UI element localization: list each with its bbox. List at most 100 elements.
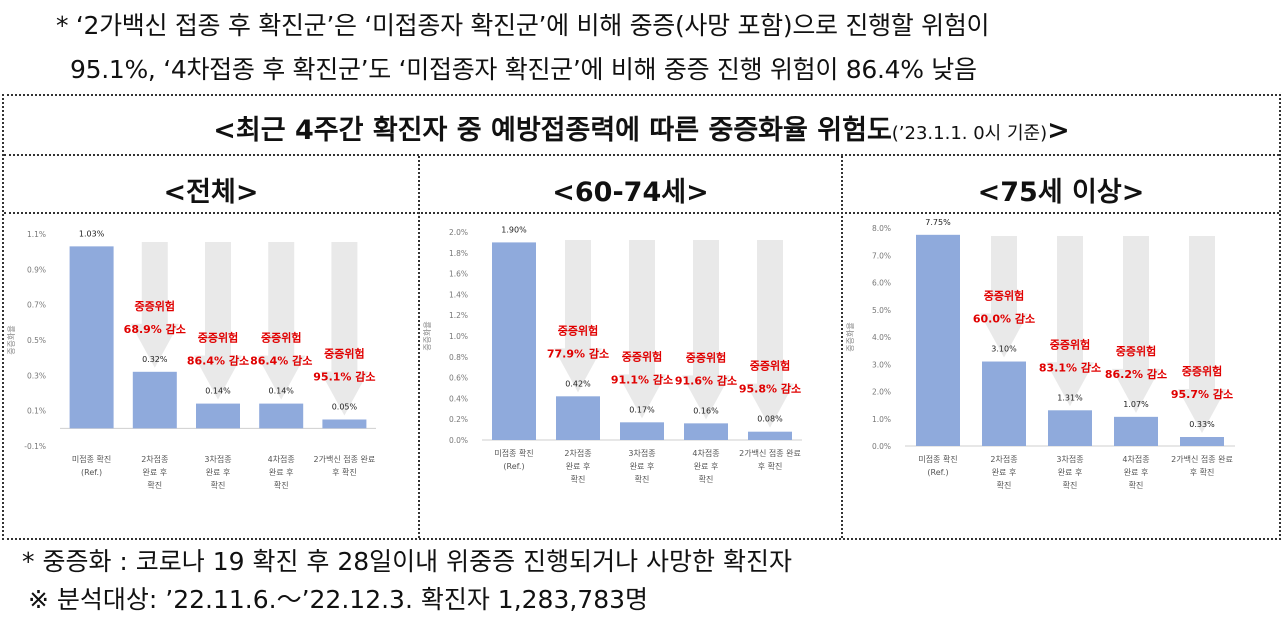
category-label: 완료 후 <box>992 468 1017 477</box>
y-axis-label: 중증화율 <box>7 325 16 354</box>
category-label: 미접종 확진 <box>72 454 111 464</box>
risk-reduction-label: 중증위험 <box>984 289 1024 303</box>
y-tick-label: 2.0% <box>449 228 468 237</box>
category-label: 2차접종 <box>141 454 168 464</box>
y-tick-label: 0.6% <box>449 374 468 383</box>
y-tick-label: 8.0% <box>872 224 891 233</box>
value-label: 0.33% <box>1189 420 1215 429</box>
category-label: (Ref.) <box>81 468 102 477</box>
bar <box>69 246 114 429</box>
category-label: 2차접종 <box>564 448 591 458</box>
y-tick-label: 6.0% <box>872 279 891 288</box>
panel-title-75-plus: <75세 이상> <box>977 177 1145 208</box>
reduction-arrow <box>554 240 602 393</box>
risk-reduction-label: 중증위험 <box>622 349 662 363</box>
y-tick-label: 7.0% <box>872 251 891 260</box>
risk-reduction-label: 60.0% 감소 <box>973 312 1035 326</box>
y-tick-label: 2.0% <box>872 388 891 397</box>
category-label: (Ref.) <box>503 462 524 471</box>
y-tick-label: 0.9% <box>27 265 46 274</box>
y-tick-label: -0.1% <box>24 442 46 451</box>
reduction-arrow <box>1178 236 1226 434</box>
y-tick-label: 4.0% <box>872 333 891 342</box>
value-label: 0.14% <box>205 387 231 396</box>
y-axis-label: 중증화율 <box>846 322 855 351</box>
risk-reduction-label: 중증위험 <box>1116 344 1156 358</box>
summary-note-line-2: 95.1%, ‘4차접종 후 확진군’도 ‘미접종자 확진군’에 비해 중증 진… <box>70 55 977 84</box>
value-label: 0.16% <box>693 406 719 415</box>
y-tick-label: 1.1% <box>27 230 46 239</box>
bar <box>322 419 367 429</box>
main-title-date: (’23.1.1. 0시 기준) <box>891 123 1048 144</box>
y-tick-label: 1.0% <box>449 332 468 341</box>
panel-divider-2 <box>841 156 843 538</box>
y-tick-label: 3.0% <box>872 360 891 369</box>
risk-reduction-label: 중증위험 <box>750 359 790 373</box>
category-label: 2가백신 접종 완료 <box>739 448 801 458</box>
category-label: 확진 <box>699 474 714 484</box>
value-label: 0.17% <box>629 405 655 414</box>
category-label: 완료 후 <box>630 462 655 471</box>
category-label: 완료 후 <box>1124 468 1149 477</box>
category-label: 4차접종 <box>692 448 719 458</box>
bar <box>196 403 240 429</box>
reduction-arrow <box>746 240 794 428</box>
category-label: 후 확진 <box>758 461 783 471</box>
category-label: 후 확진 <box>1190 467 1215 477</box>
y-tick-label: 0.3% <box>27 371 46 380</box>
bar <box>1180 437 1224 446</box>
y-tick-label: 0.8% <box>449 353 468 362</box>
bar <box>1114 416 1158 446</box>
title-divider <box>4 154 1279 156</box>
chart-all: 중증화율 1.1% 0.9% 0.7% 0.5% 0.3% 0.1% -0.1% 1.03% 미접… <box>7 229 376 490</box>
category-label: 3차접종 <box>204 454 231 464</box>
value-label: 0.05% <box>332 403 358 412</box>
risk-reduction-label: 중증위험 <box>324 347 364 361</box>
y-tick-label: 0.0% <box>449 436 468 445</box>
reduction-arrow <box>320 242 369 416</box>
risk-reduction-label: 91.1% 감소 <box>611 372 673 386</box>
category-label: 확진 <box>635 474 650 484</box>
risk-reduction-label: 95.8% 감소 <box>739 382 801 396</box>
category-label: 2가백신 접종 완료 <box>314 454 376 464</box>
category-label: 완료 후 <box>694 462 719 471</box>
bar <box>492 242 536 440</box>
panel-title-60-74: <60-74세> <box>552 177 709 208</box>
y-tick-label: 1.6% <box>449 270 468 279</box>
y-tick-label: 0.1% <box>27 407 46 416</box>
bar <box>684 423 728 440</box>
reduction-arrow <box>682 240 730 420</box>
main-title: <최근 4주간 확진자 중 예방접종력에 따른 중증화율 위험도(’23.1.1… <box>4 108 1279 147</box>
risk-reduction-label: 중증위험 <box>558 323 598 337</box>
panel-title-all: <전체> <box>163 177 259 208</box>
y-tick-label: 0.7% <box>27 301 46 310</box>
y-tick-label: 0.5% <box>27 336 46 345</box>
category-label: 4차접종 <box>268 454 295 464</box>
y-axis-label: 중증화율 <box>423 321 432 350</box>
reduction-arrow <box>130 242 179 368</box>
y-tick-label: 1.0% <box>872 415 891 424</box>
risk-reduction-label: 77.9% 감소 <box>547 346 609 360</box>
category-label: 확진 <box>147 480 162 490</box>
bar <box>620 422 664 440</box>
chart-60-74: 중증화율 2.0% 1.8% 1.6% 1.4% 1.2% 1.0% 0.8% 0.6% 0.4%… <box>423 225 802 484</box>
value-label: 0.08% <box>757 415 783 424</box>
risk-reduction-label: 95.1% 감소 <box>313 370 375 384</box>
risk-reduction-label: 86.4% 감소 <box>250 354 312 368</box>
panel-divider-1 <box>418 156 420 538</box>
risk-reduction-label: 86.2% 감소 <box>1105 367 1167 381</box>
category-label: 확진 <box>274 480 289 490</box>
category-label: 확진 <box>1129 480 1144 490</box>
value-label: 1.03% <box>79 229 105 238</box>
category-label: 미접종 확진 <box>918 454 957 464</box>
value-label: 1.90% <box>501 225 527 234</box>
category-label: 확진 <box>571 474 586 484</box>
value-label: 7.75% <box>925 218 951 227</box>
bar <box>982 361 1026 446</box>
category-label: 2차접종 <box>990 454 1017 464</box>
risk-reduction-label: 중증위험 <box>1050 337 1090 351</box>
bar <box>748 431 792 440</box>
category-label: 확진 <box>211 480 226 490</box>
risk-reduction-label: 95.7% 감소 <box>1171 387 1233 401</box>
category-label: (Ref.) <box>927 468 948 477</box>
